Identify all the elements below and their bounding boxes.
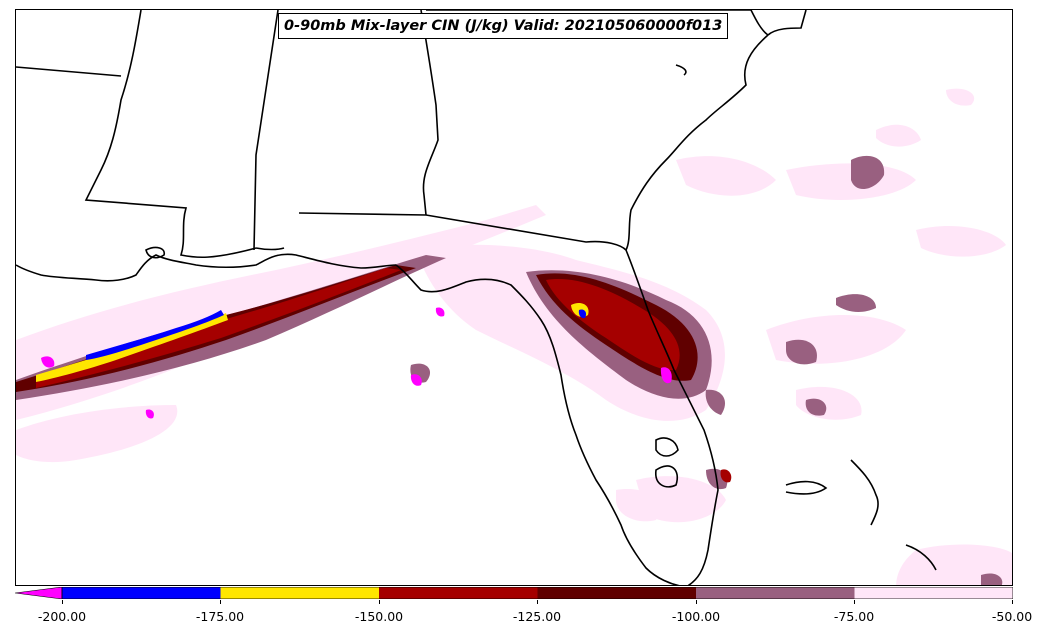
colorbar-tick-label: -50.00 [991,609,1033,624]
colorbar-tick [220,600,221,604]
colorbar-tick-label: -150.00 [354,609,404,624]
colorbar-bin-mauve [696,587,855,599]
colorbar-bin-darkred [537,587,696,599]
colorbar-tick-label: -175.00 [195,609,245,624]
colorbar-tick [62,600,63,604]
cin-blue-areas [86,309,587,360]
cin-map [16,10,1012,585]
map-panel [15,9,1013,586]
colorbar-tick-label: -100.00 [671,609,721,624]
colorbar-tick-label: -75.00 [833,609,875,624]
colorbar-tick [1012,600,1013,604]
colorbar-tick [696,600,697,604]
colorbar-bin-blue [62,587,221,599]
colorbar-tick-label: -125.00 [512,609,562,624]
colorbar-bin-red [379,587,538,599]
state-boundaries [16,10,769,259]
colorbar-tick [854,600,855,604]
colorbar-bin-yellow [220,587,379,599]
colorbar-bin-lightpink [854,587,1013,599]
colorbar-tick [379,600,380,604]
colorbar-tick-label: -200.00 [37,609,87,624]
colorbar-ticks: -200.00 -175.00 -150.00 -125.00 -100.00 … [0,600,1044,630]
colorbar [15,587,1013,599]
cin-red-areas [36,268,732,483]
cin-magenta-areas [41,307,672,419]
colorbar-extend-triangle [15,587,63,599]
coastlines [16,10,937,585]
colorbar-tick [537,600,538,604]
map-title: 0-90mb Mix-layer CIN (J/kg) Valid: 20210… [278,13,729,39]
